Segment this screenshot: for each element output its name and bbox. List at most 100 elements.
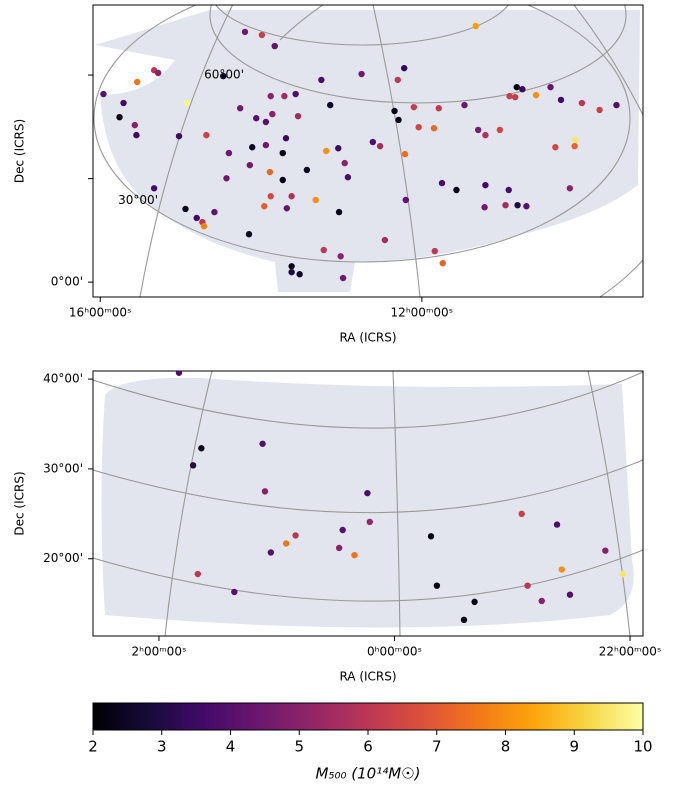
cluster-point bbox=[279, 149, 286, 157]
cluster-point bbox=[341, 159, 348, 167]
colorbar-tick-label: 2 bbox=[88, 738, 98, 756]
cluster-point bbox=[133, 131, 140, 139]
cluster-point bbox=[150, 185, 158, 192]
x-tick-label: 0ʰ00ᵐ00ˢ bbox=[367, 645, 422, 659]
cluster-point bbox=[518, 510, 525, 518]
cluster-point bbox=[282, 135, 290, 142]
cluster-point bbox=[557, 96, 565, 104]
cluster-point bbox=[327, 101, 334, 109]
cluster-point bbox=[481, 204, 488, 211]
x-tick-label: 16ʰ00ᵐ00ˢ bbox=[69, 306, 132, 320]
cluster-point bbox=[271, 42, 278, 50]
bottom-frame bbox=[92, 370, 644, 637]
cluster-point bbox=[193, 214, 200, 222]
points bbox=[175, 371, 627, 624]
cluster-point bbox=[241, 28, 249, 36]
cluster-point bbox=[246, 161, 253, 169]
cluster-point bbox=[231, 588, 238, 596]
cluster-point bbox=[482, 131, 489, 139]
top-frame bbox=[92, 4, 644, 298]
colorbar-tick-label: 6 bbox=[363, 738, 373, 756]
cluster-point bbox=[402, 196, 409, 204]
cluster-point bbox=[288, 193, 295, 200]
colorbar-tick-label: 7 bbox=[432, 738, 442, 756]
cluster-point bbox=[552, 144, 559, 151]
cluster-point bbox=[474, 126, 482, 134]
colorbar bbox=[92, 702, 644, 731]
cluster-point bbox=[267, 92, 274, 100]
cluster-point bbox=[430, 125, 438, 132]
cluster-point bbox=[116, 113, 123, 121]
cluster-point bbox=[131, 121, 139, 129]
cluster-point bbox=[253, 115, 260, 122]
cluster-point bbox=[431, 247, 438, 255]
cluster-point bbox=[415, 123, 422, 131]
cluster-point bbox=[433, 582, 441, 589]
cluster-point bbox=[312, 196, 319, 204]
cluster-point bbox=[279, 176, 286, 184]
cluster-point bbox=[571, 142, 578, 150]
cluster-point bbox=[395, 116, 402, 124]
cluster-point bbox=[596, 106, 603, 114]
cluster-point bbox=[513, 83, 520, 91]
cluster-point bbox=[261, 488, 269, 495]
cluster-point bbox=[511, 93, 519, 101]
cluster-point bbox=[288, 263, 295, 270]
cluster-point bbox=[619, 570, 627, 578]
cluster-point bbox=[613, 101, 620, 109]
cluster-point bbox=[258, 31, 266, 39]
cluster-point bbox=[482, 181, 489, 189]
cluster-point bbox=[296, 271, 303, 278]
cluster-point bbox=[339, 526, 346, 534]
colorbar-tick-label: 3 bbox=[157, 738, 167, 756]
cluster-point bbox=[220, 72, 227, 80]
cluster-point bbox=[401, 150, 409, 158]
top-panel-background bbox=[93, 5, 643, 297]
cluster-point bbox=[320, 246, 327, 254]
cluster-point bbox=[514, 201, 521, 209]
y-tick-label: 30°00' bbox=[118, 193, 158, 207]
cluster-point bbox=[496, 126, 504, 134]
cluster-point bbox=[553, 521, 561, 528]
cluster-point bbox=[154, 69, 162, 77]
cluster-point bbox=[400, 64, 408, 72]
cluster-point bbox=[189, 462, 197, 469]
cluster-point bbox=[200, 223, 208, 230]
cluster-point bbox=[211, 208, 218, 216]
cluster-point bbox=[225, 149, 233, 157]
cluster-point bbox=[120, 99, 127, 107]
cluster-point bbox=[249, 144, 256, 151]
cluster-point bbox=[303, 166, 311, 174]
cluster-point bbox=[175, 371, 183, 376]
cluster-point bbox=[566, 185, 574, 192]
cluster-point bbox=[453, 186, 460, 194]
cluster-point bbox=[281, 92, 288, 100]
cluster-point bbox=[203, 131, 210, 139]
cluster-point bbox=[358, 70, 365, 78]
cluster-point bbox=[269, 110, 276, 118]
cluster-point bbox=[427, 533, 435, 540]
x-tick-label: 12ʰ00ᵐ00ˢ bbox=[391, 306, 454, 320]
cluster-point bbox=[524, 582, 531, 589]
x-axis-label: RA (ICRS) bbox=[339, 670, 396, 684]
cluster-point bbox=[435, 105, 442, 112]
y-axis-label: Dec (ICRS) bbox=[13, 119, 27, 183]
y-tick-label: 0°00' bbox=[51, 275, 83, 289]
cluster-point bbox=[198, 445, 205, 452]
cluster-point bbox=[288, 268, 295, 276]
cluster-point bbox=[566, 591, 574, 598]
y-axis-label: Dec (ICRS) bbox=[13, 471, 27, 535]
cluster-point bbox=[460, 616, 468, 624]
cluster-point bbox=[344, 174, 352, 181]
cluster-point bbox=[376, 142, 384, 150]
cluster-point bbox=[294, 112, 302, 120]
cluster-point bbox=[318, 76, 325, 84]
cluster-point bbox=[391, 107, 398, 115]
cluster-point bbox=[266, 168, 274, 176]
colorbar-tick-label: 8 bbox=[501, 738, 511, 756]
cluster-point bbox=[502, 201, 509, 209]
colorbar-tick-label: 10 bbox=[633, 738, 652, 756]
cluster-point bbox=[183, 99, 191, 107]
colorbar-label: M₅₀₀ (10¹⁴M☉) bbox=[316, 765, 421, 783]
cluster-point bbox=[410, 103, 418, 111]
